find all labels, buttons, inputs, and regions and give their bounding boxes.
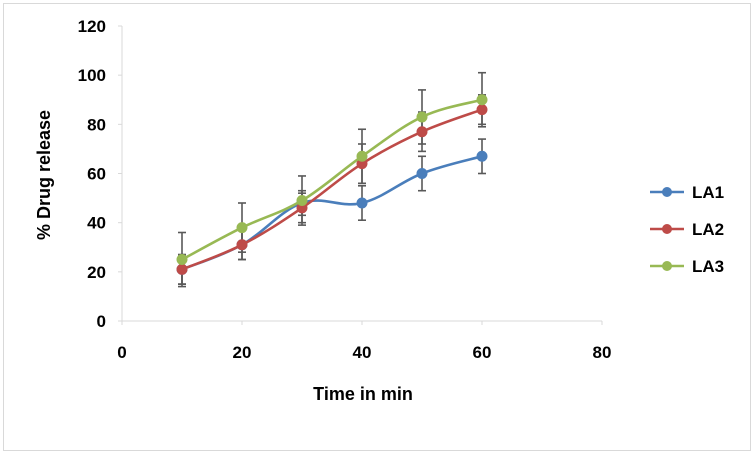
error-bars-la1 bbox=[178, 138, 486, 285]
legend-item-la1: LA1 bbox=[650, 183, 724, 202]
data-point bbox=[416, 126, 428, 138]
x-tick-label: 60 bbox=[473, 343, 492, 362]
legend-label: LA2 bbox=[692, 220, 724, 239]
legend-label: LA3 bbox=[692, 257, 724, 276]
legend-item-la3: LA3 bbox=[650, 257, 724, 276]
x-axis-title: Time in min bbox=[313, 384, 413, 404]
y-tick-label: 80 bbox=[87, 115, 106, 134]
data-point bbox=[356, 197, 368, 209]
series-la2 bbox=[176, 104, 488, 275]
series-la3 bbox=[176, 94, 488, 266]
x-tick-label: 80 bbox=[593, 343, 612, 362]
x-tick-label: 20 bbox=[233, 343, 252, 362]
data-point bbox=[476, 94, 488, 106]
legend: LA1 LA2 LA3 bbox=[650, 183, 724, 276]
y-tick-label: 0 bbox=[97, 312, 106, 331]
y-tick-label: 100 bbox=[78, 66, 106, 85]
x-tick-label: 40 bbox=[353, 343, 372, 362]
series-la1 bbox=[176, 150, 488, 275]
legend-swatch-marker bbox=[662, 187, 672, 197]
y-tick-label: 120 bbox=[78, 17, 106, 36]
series-line-la2 bbox=[181, 108, 483, 271]
data-point bbox=[176, 263, 188, 275]
legend-label: LA1 bbox=[692, 183, 724, 202]
series-line-la3 bbox=[181, 98, 483, 261]
data-point bbox=[476, 104, 488, 116]
data-point bbox=[236, 239, 248, 251]
y-tick-label: 60 bbox=[87, 165, 106, 184]
legend-item-la2: LA2 bbox=[650, 220, 724, 239]
y-axis-title: % Drug release bbox=[34, 110, 54, 240]
data-point bbox=[236, 222, 248, 234]
data-point bbox=[356, 150, 368, 162]
data-point bbox=[296, 195, 308, 207]
data-point bbox=[176, 254, 188, 266]
data-point bbox=[416, 168, 428, 179]
axes: 0 20 40 60 80 100 120 0 20 40 60 80 bbox=[78, 17, 612, 362]
legend-swatch-marker bbox=[662, 224, 672, 234]
data-point bbox=[416, 111, 428, 123]
data-point bbox=[476, 150, 488, 162]
legend-swatch-marker bbox=[662, 261, 672, 271]
y-tick-label: 20 bbox=[87, 263, 106, 282]
x-tick-label: 0 bbox=[117, 343, 126, 362]
chart-frame: 0 20 40 60 80 100 120 0 20 40 60 80 LA1 LA2 LA3 Time … bbox=[3, 3, 751, 451]
y-tick-label: 40 bbox=[87, 214, 106, 233]
line-chart: 0 20 40 60 80 100 120 0 20 40 60 80 LA1 LA2 LA3 Time … bbox=[34, 17, 724, 404]
series-lines bbox=[176, 71, 488, 288]
